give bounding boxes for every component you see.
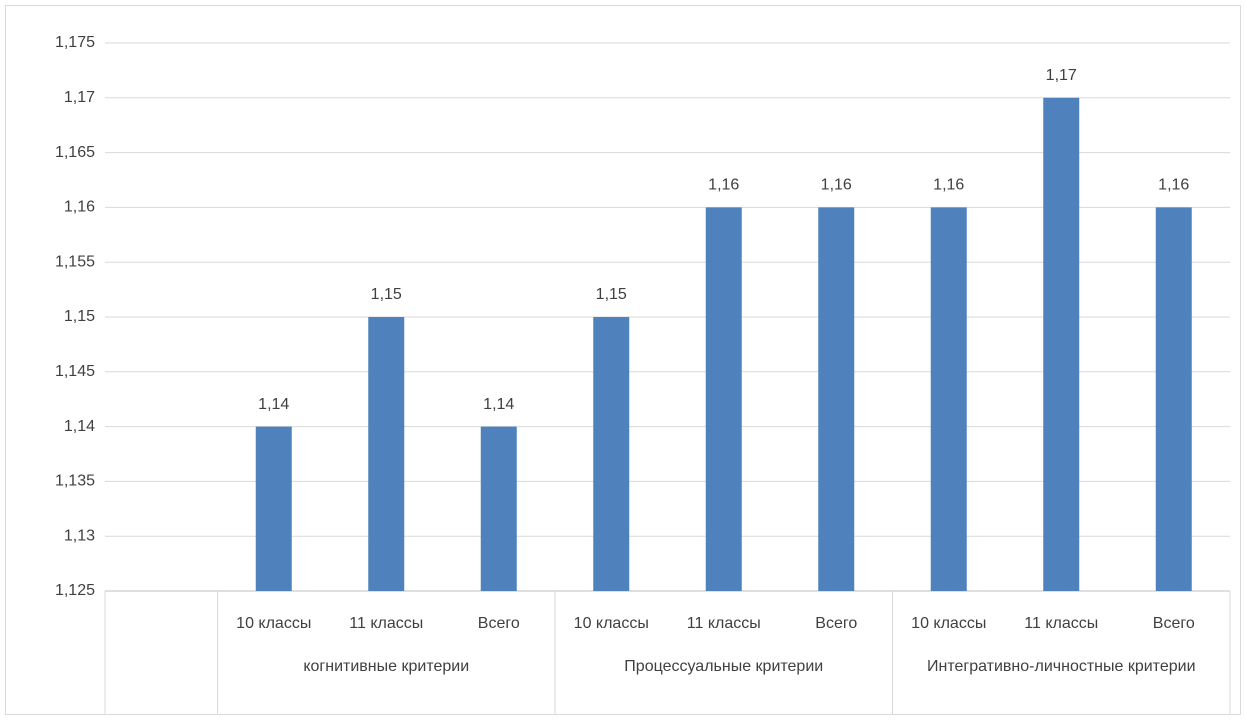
x-tick-label: 10 классы — [574, 615, 649, 632]
data-label: 1,16 — [1158, 177, 1189, 194]
bar — [1043, 97, 1080, 592]
y-tick-label: 1,135 — [55, 473, 95, 490]
bar — [930, 207, 967, 591]
bar — [1155, 207, 1192, 591]
group-label: когнитивные критерии — [303, 658, 469, 675]
y-tick-label: 1,13 — [64, 527, 95, 544]
bar — [255, 426, 292, 591]
x-tick-label: 11 классы — [1024, 615, 1098, 632]
y-tick-label: 1,145 — [55, 363, 95, 380]
x-tick-label: 11 классы — [349, 615, 423, 632]
data-label: 1,17 — [1046, 67, 1077, 84]
bar — [480, 426, 517, 591]
y-tick-label: 1,125 — [55, 582, 95, 599]
x-tick-label: Всего — [1153, 615, 1195, 632]
data-label: 1,16 — [933, 177, 964, 194]
data-label: 1,16 — [821, 177, 852, 194]
x-tick-label: 11 классы — [687, 615, 761, 632]
x-tick-label: 10 классы — [236, 615, 311, 632]
data-label: 1,16 — [708, 177, 739, 194]
group-label: Процессуальные критерии — [624, 658, 823, 675]
bar — [368, 317, 405, 591]
y-tick-label: 1,15 — [64, 308, 95, 325]
data-label: 1,14 — [258, 396, 289, 413]
y-tick-label: 1,155 — [55, 253, 95, 270]
x-tick-label: 10 классы — [911, 615, 986, 632]
y-tick-label: 1,17 — [64, 89, 95, 106]
data-label: 1,14 — [483, 396, 514, 413]
x-tick-label: Всего — [478, 615, 520, 632]
data-label: 1,15 — [596, 286, 627, 303]
group-label: Интегративно-личностные критерии — [927, 658, 1196, 675]
y-tick-label: 1,16 — [64, 199, 95, 216]
y-tick-label: 1,165 — [55, 144, 95, 161]
data-label: 1,15 — [371, 286, 402, 303]
x-tick-label: Всего — [815, 615, 857, 632]
bar — [818, 207, 855, 591]
y-tick-label: 1,175 — [55, 34, 95, 51]
y-tick-label: 1,14 — [64, 418, 95, 435]
bar — [593, 317, 630, 591]
bar — [705, 207, 742, 591]
